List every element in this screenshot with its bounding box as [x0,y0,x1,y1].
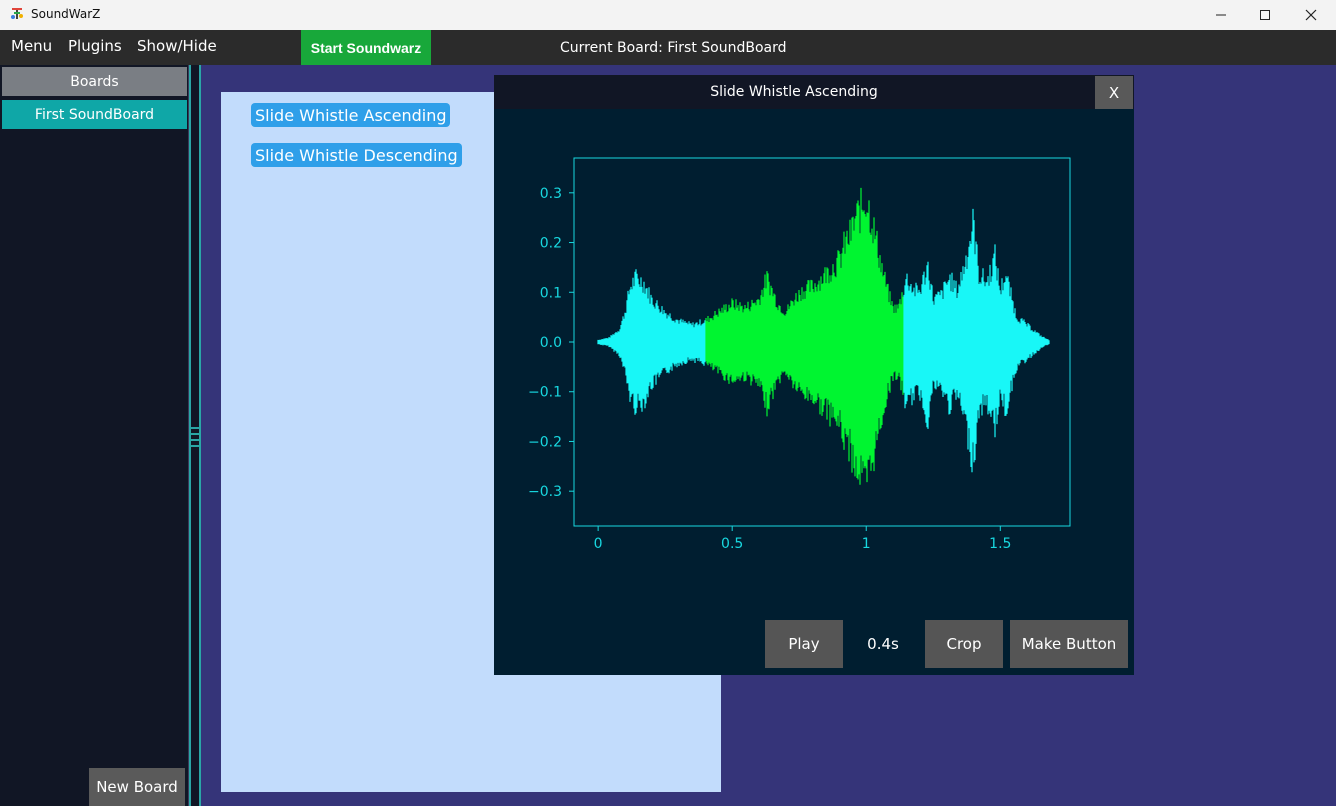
waveform-left [597,269,706,415]
y-tick-label: 0.3 [540,186,562,202]
play-button[interactable]: Play [765,620,843,668]
app-icon [11,8,23,19]
make-button-button[interactable]: Make Button [1010,620,1128,668]
title-bar: SoundWarZ [0,0,1336,30]
waveform-selection [705,187,904,485]
menu-bar: Menu Plugins Show/Hide Start Soundwarz C… [0,30,1336,65]
menu-plugins[interactable]: Plugins [68,37,122,55]
x-tick-label: 1 [862,536,871,552]
splitter-line [199,65,201,806]
sound-editor-dialog: Slide Whistle Ascending X 0.3 0.2 0.1 0.0 −0… [494,75,1134,675]
new-board-button[interactable]: New Board [89,768,185,806]
window-title: SoundWarZ [31,7,101,21]
y-tick-label: 0.0 [540,335,562,351]
sidebar-item-first-soundboard[interactable]: First SoundBoard [2,100,187,129]
dialog-header: Slide Whistle Ascending X [494,75,1134,109]
splitter-line [189,65,191,806]
window-close-button[interactable] [1288,0,1334,30]
menu-show-hide[interactable]: Show/Hide [137,37,217,55]
close-icon [1305,9,1317,21]
waveform-right [903,208,1050,473]
y-tick-label: −0.1 [528,385,562,401]
current-board-label: Current Board: First SoundBoard [560,40,787,56]
menu-menu[interactable]: Menu [11,37,53,55]
boards-header: Boards [2,67,187,96]
waveform-chart[interactable]: 0.3 0.2 0.1 0.0 −0.1 −0.2 −0.3 0 0.5 1 1.5 [494,109,1134,609]
sound-button-slide-whistle-ascending[interactable]: Slide Whistle Ascending [251,103,451,127]
x-tick-label: 1.5 [989,536,1011,552]
x-tick-label: 0.5 [721,536,743,552]
y-tick-label: −0.3 [528,484,562,500]
duration-label: 0.4s [867,635,899,653]
y-tick-label: −0.2 [528,434,562,450]
sound-button-slide-whistle-descending[interactable]: Slide Whistle Descending [251,143,462,167]
sidebar: Boards First SoundBoard New Board [0,65,189,806]
splitter-grip-icon[interactable] [190,423,200,449]
y-tick-label: 0.2 [540,236,562,252]
crop-button[interactable]: Crop [925,620,1003,668]
y-tick-label: 0.1 [540,285,562,301]
minimize-button[interactable] [1198,0,1244,30]
x-tick-label: 0 [594,536,603,552]
dialog-close-button[interactable]: X [1095,76,1133,109]
start-soundwarz-button[interactable]: Start Soundwarz [301,30,431,65]
splitter-handle[interactable] [189,65,201,806]
minimize-icon [1216,14,1226,16]
maximize-button[interactable] [1242,0,1288,30]
dialog-title: Slide Whistle Ascending [710,84,878,100]
maximize-icon [1260,10,1270,20]
